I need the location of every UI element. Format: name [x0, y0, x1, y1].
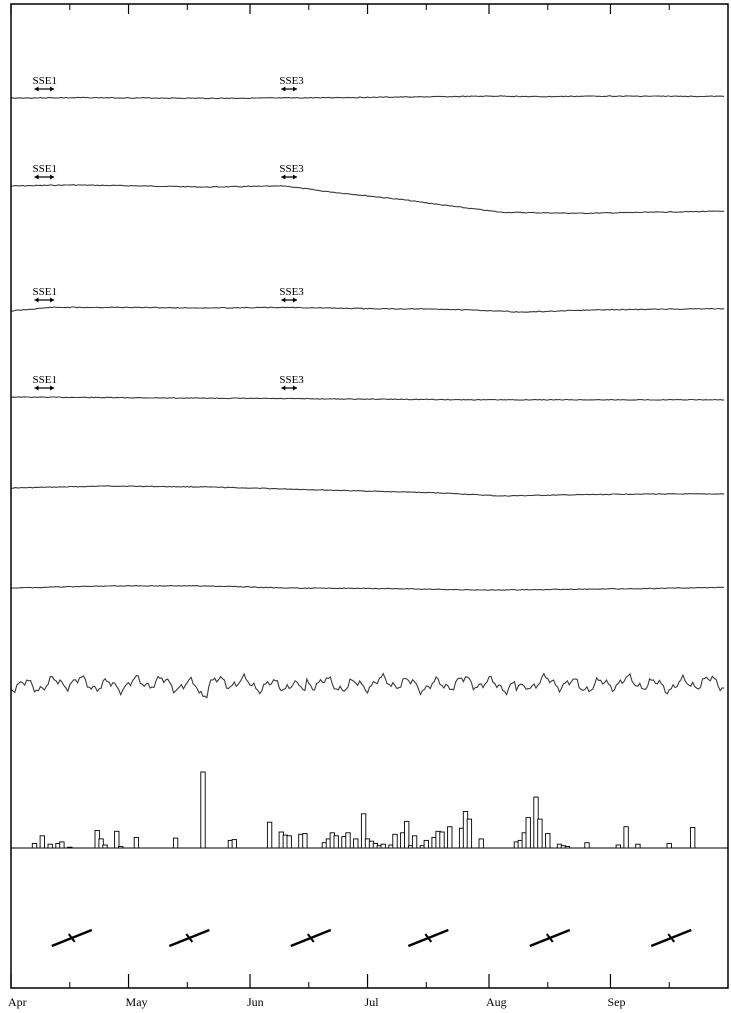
arrow-head [34, 174, 39, 180]
bar [392, 833, 398, 849]
bar [118, 846, 124, 849]
bar [623, 826, 629, 849]
bar [466, 818, 473, 849]
annotation-label: SSE1 [33, 374, 57, 386]
wind-arrow [407, 928, 449, 948]
annotation-label: SSE3 [279, 75, 304, 87]
bar [584, 842, 590, 849]
series-line-3 [11, 306, 725, 313]
bar [690, 827, 696, 849]
x-tick-label: Aug [486, 995, 507, 1009]
bar [345, 832, 351, 849]
arrow-head [50, 174, 55, 180]
bar [478, 838, 484, 849]
bar [635, 843, 641, 849]
bar [545, 833, 551, 849]
arrow-head [34, 86, 39, 92]
bar [200, 771, 206, 849]
bar [31, 842, 38, 849]
plot-frame [10, 3, 729, 989]
bar [114, 830, 120, 849]
annotation-label: SSE1 [33, 163, 57, 175]
wind-arrow [51, 928, 93, 948]
bar [59, 841, 65, 849]
bar [133, 836, 140, 849]
wind-arrow [290, 928, 332, 948]
x-tick-label: May [126, 995, 148, 1009]
annotation-label: SSE1 [33, 75, 57, 87]
series-line-7 [10, 672, 725, 699]
annotation-label: SSE3 [279, 374, 304, 386]
arrow-head [281, 297, 286, 303]
wind-arrow [650, 928, 692, 948]
bar [615, 844, 621, 849]
annotation-label: SSE3 [279, 286, 304, 298]
series-line-6 [10, 585, 725, 591]
bar [360, 813, 367, 849]
bar [353, 838, 359, 849]
arrow-head [293, 86, 298, 92]
arrow-head [50, 297, 55, 303]
arrow-head [281, 385, 286, 391]
bar [564, 846, 571, 849]
annotations-layer: SSE1 SSE3 SSE1 SSE3 SSE1 SSE3 SSE1 SSE3 [33, 75, 304, 391]
bar [380, 843, 386, 849]
x-tick-label: Jun [247, 995, 264, 1009]
wind-arrows-layer [51, 928, 692, 948]
wind-arrow [168, 928, 210, 948]
bar [39, 835, 45, 849]
arrow-head [34, 297, 39, 303]
bar [666, 842, 672, 849]
panels-layer [10, 95, 728, 849]
arrow-head [293, 174, 298, 180]
arrow-head [50, 385, 55, 391]
x-tick-label: Sep [607, 995, 625, 1009]
arrow-head [293, 297, 298, 303]
bar [286, 835, 292, 849]
arrow-head [34, 385, 39, 391]
annotation-label: SSE1 [33, 286, 57, 298]
bar [447, 826, 453, 849]
x-tick-label: Apr [8, 995, 27, 1009]
series-line-5 [11, 485, 725, 497]
x-axis-tick-labels: Apr May Jun Jul Aug Sep [8, 995, 625, 1009]
bar [423, 839, 429, 849]
arrow-head [293, 385, 298, 391]
x-axis-ticks [10, 4, 670, 988]
x-tick-label: Jul [365, 995, 380, 1009]
bar [525, 817, 531, 849]
bar [47, 843, 53, 849]
bar [67, 846, 73, 849]
bar [439, 831, 445, 849]
bar [231, 839, 237, 849]
arrow-head [281, 174, 286, 180]
bar [411, 835, 418, 849]
bar [266, 821, 273, 849]
arrow-head [50, 86, 55, 92]
bar [172, 837, 179, 849]
series-line-1 [10, 95, 725, 100]
bar [404, 820, 410, 849]
bar [302, 833, 308, 849]
bar [102, 844, 108, 849]
arrow-head [281, 86, 286, 92]
bar [333, 835, 339, 849]
wind-arrow [529, 928, 571, 948]
annotation-label: SSE3 [279, 163, 304, 175]
series-line-2 [11, 184, 725, 215]
series-line-4 [10, 396, 725, 401]
bar [98, 838, 104, 849]
bar [537, 818, 543, 849]
